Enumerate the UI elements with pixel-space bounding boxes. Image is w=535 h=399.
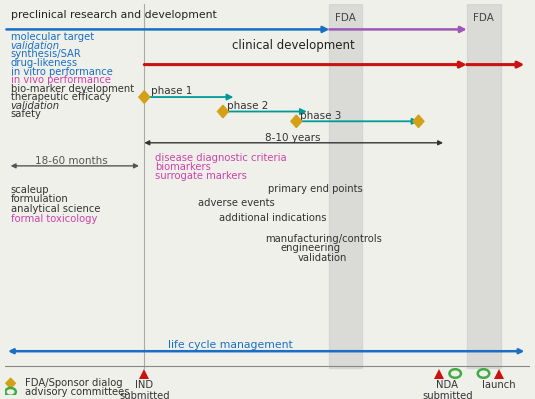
Text: clinical development: clinical development	[232, 39, 355, 51]
Text: advisory committees: advisory committees	[25, 387, 130, 397]
Text: analytical science: analytical science	[11, 204, 100, 214]
Bar	[467, 4, 501, 367]
Text: bio-marker development: bio-marker development	[11, 84, 134, 94]
Text: NDA
submitted: NDA submitted	[422, 380, 472, 399]
Text: validation: validation	[11, 41, 60, 51]
Text: disease diagnostic criteria: disease diagnostic criteria	[155, 154, 286, 164]
Polygon shape	[413, 115, 424, 128]
Text: adverse events: adverse events	[198, 198, 275, 208]
Text: drug-likeness: drug-likeness	[11, 58, 78, 68]
Text: in vivo performance: in vivo performance	[11, 75, 111, 85]
Text: therapeutic efficacy: therapeutic efficacy	[11, 93, 111, 103]
Polygon shape	[6, 378, 16, 388]
Text: launch: launch	[483, 380, 516, 390]
Polygon shape	[218, 105, 228, 118]
Text: 8-10 years: 8-10 years	[265, 133, 320, 143]
Text: molecular target: molecular target	[11, 32, 94, 42]
Text: FDA: FDA	[335, 13, 356, 23]
Text: validation: validation	[11, 101, 60, 111]
Text: FDA/Sponsor dialog: FDA/Sponsor dialog	[25, 378, 123, 388]
Text: phase 2: phase 2	[227, 101, 268, 111]
Text: formal toxicology: formal toxicology	[11, 214, 97, 224]
Text: 18-60 months: 18-60 months	[35, 156, 107, 166]
Text: safety: safety	[11, 109, 42, 119]
Bar	[330, 4, 362, 367]
Text: phase 3: phase 3	[300, 111, 341, 121]
Text: formulation: formulation	[11, 194, 68, 205]
Text: synthesis/SAR: synthesis/SAR	[11, 49, 81, 59]
Text: additional indications: additional indications	[219, 213, 327, 223]
Text: in vitro performance: in vitro performance	[11, 67, 112, 77]
Text: surrogate markers: surrogate markers	[155, 172, 247, 182]
Polygon shape	[139, 91, 150, 103]
Text: preclinical research and development: preclinical research and development	[11, 10, 216, 20]
Text: validation: validation	[298, 253, 347, 263]
Text: biomarkers: biomarkers	[155, 162, 211, 172]
Text: IND
submitted: IND submitted	[119, 380, 170, 399]
Text: engineering: engineering	[281, 243, 341, 253]
Text: scaleup: scaleup	[11, 185, 49, 195]
Polygon shape	[291, 115, 302, 128]
Text: phase 1: phase 1	[151, 86, 193, 96]
Text: primary end points: primary end points	[268, 184, 362, 194]
Text: life cycle management: life cycle management	[169, 340, 293, 350]
Text: FDA: FDA	[473, 13, 494, 23]
Text: manufacturing/controls: manufacturing/controls	[265, 233, 382, 244]
